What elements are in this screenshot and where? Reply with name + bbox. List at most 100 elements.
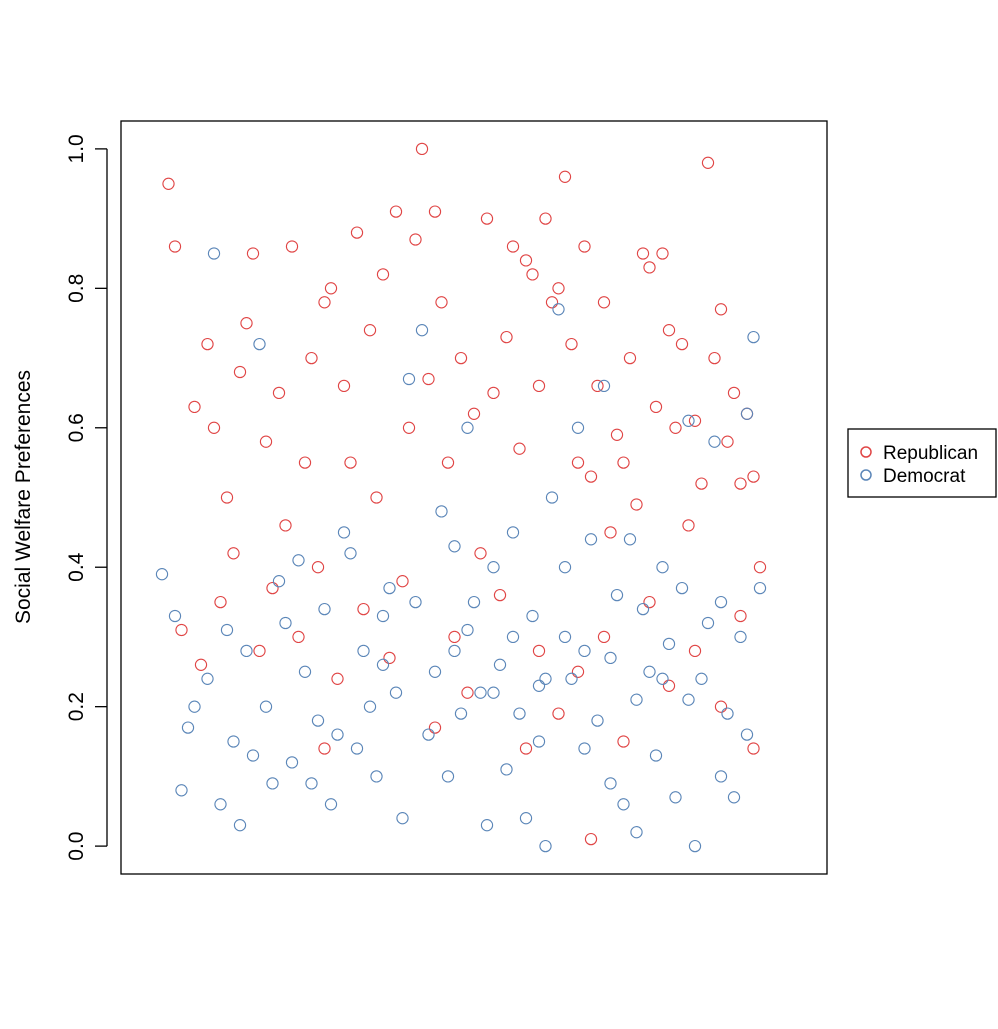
point-republican xyxy=(162,177,175,190)
point-democrat xyxy=(448,644,461,658)
point-republican xyxy=(233,365,247,379)
point-democrat xyxy=(220,623,234,637)
y-axis: 0.0 0.2 0.4 0.6 0.8 1.0 xyxy=(65,134,108,861)
point-republican xyxy=(487,386,500,400)
point-democrat xyxy=(532,679,546,692)
point-republican xyxy=(597,630,611,644)
point-republican xyxy=(214,595,227,609)
point-democrat xyxy=(324,798,338,811)
point-democrat xyxy=(396,812,409,825)
point-republican xyxy=(552,282,565,295)
point-democrat xyxy=(584,533,598,546)
point-democrat xyxy=(565,672,578,685)
point-republican xyxy=(721,435,734,448)
point-democrat xyxy=(298,665,312,678)
point-republican xyxy=(578,240,591,253)
point-democrat xyxy=(740,407,754,420)
point-democrat xyxy=(344,547,357,560)
point-republican xyxy=(565,337,578,351)
point-democrat xyxy=(389,686,403,699)
point-republican xyxy=(266,581,279,595)
point-republican xyxy=(727,386,741,400)
point-republican xyxy=(285,240,299,253)
point-democrat xyxy=(500,763,513,776)
point-republican xyxy=(337,379,351,393)
point-republican xyxy=(571,665,585,678)
point-democrat xyxy=(350,742,364,755)
point-democrat xyxy=(740,728,754,741)
point-republican xyxy=(357,602,370,616)
point-republican xyxy=(662,324,676,337)
point-republican xyxy=(370,491,383,504)
point-republican xyxy=(623,351,637,365)
point-republican xyxy=(422,372,435,386)
point-republican xyxy=(656,247,669,260)
point-republican xyxy=(461,686,474,699)
y-tick-label: 0.0 xyxy=(65,832,88,861)
point-democrat xyxy=(272,575,286,588)
y-tick-label: 0.2 xyxy=(65,692,88,721)
point-republican xyxy=(617,735,630,748)
point-democrat xyxy=(383,581,396,595)
point-democrat xyxy=(357,644,370,658)
point-democrat xyxy=(656,672,669,685)
point-democrat xyxy=(545,491,559,504)
point-democrat xyxy=(675,581,689,595)
point-democrat xyxy=(539,672,552,685)
point-republican xyxy=(734,609,747,623)
point-democrat xyxy=(454,707,468,720)
point-republican xyxy=(272,386,286,400)
y-tick-label: 1.0 xyxy=(65,134,88,163)
point-republican xyxy=(428,205,442,218)
point-republican xyxy=(500,330,513,344)
point-democrat xyxy=(259,700,273,713)
point-democrat xyxy=(253,337,266,351)
point-democrat xyxy=(493,658,507,671)
point-republican xyxy=(259,435,273,448)
point-republican xyxy=(591,379,604,393)
point-republican xyxy=(747,742,760,755)
point-republican xyxy=(396,575,409,588)
point-republican xyxy=(519,254,533,267)
point-republican xyxy=(175,623,188,637)
point-democrat xyxy=(578,742,591,755)
point-democrat xyxy=(337,526,351,539)
point-democrat xyxy=(461,623,474,637)
point-democrat xyxy=(591,714,604,727)
point-democrat xyxy=(487,686,500,699)
point-democrat xyxy=(435,505,448,518)
point-democrat xyxy=(474,686,487,699)
point-republican xyxy=(675,337,689,351)
point-democrat xyxy=(266,777,279,790)
point-democrat xyxy=(682,414,695,427)
point-republican xyxy=(246,247,260,260)
y-tick-label: 0.4 xyxy=(65,552,88,582)
point-republican xyxy=(617,456,630,469)
point-democrat xyxy=(734,630,747,644)
point-democrat xyxy=(610,588,624,602)
point-republican xyxy=(571,456,585,469)
y-tick-label: 0.8 xyxy=(65,274,88,303)
point-republican xyxy=(318,296,331,309)
point-republican xyxy=(545,296,559,309)
point-republican xyxy=(220,491,234,504)
point-democrat xyxy=(409,595,422,609)
point-republican xyxy=(435,296,448,309)
point-democrat xyxy=(415,324,429,337)
point-democrat xyxy=(526,609,539,623)
point-republican xyxy=(415,142,429,156)
point-republican xyxy=(708,351,721,365)
point-democrat xyxy=(617,798,630,811)
point-democrat xyxy=(175,784,188,797)
point-democrat xyxy=(376,609,390,623)
data-points xyxy=(155,142,767,853)
point-democrat xyxy=(630,826,643,839)
legend-label-republican: Republican xyxy=(883,443,978,464)
point-republican xyxy=(279,519,292,532)
y-axis-label: Social Welfare Preferences xyxy=(12,370,35,624)
point-republican xyxy=(597,296,611,309)
point-democrat xyxy=(370,770,383,783)
point-democrat xyxy=(727,791,741,804)
